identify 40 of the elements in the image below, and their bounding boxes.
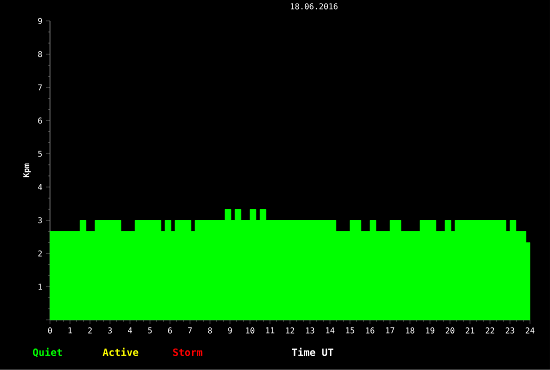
x-tick-label: 10 — [246, 327, 254, 334]
x-tick-label: 9 — [228, 327, 232, 334]
x-tick-label: 22 — [486, 327, 494, 334]
x-tick-label: 11 — [266, 327, 274, 334]
x-tick-label: 2 — [88, 327, 92, 334]
x-tick-label: 20 — [446, 327, 454, 334]
x-tick-label: 1 — [68, 327, 72, 334]
chart-title: 18.06.2016 — [290, 3, 338, 10]
text: Active — [102, 348, 138, 356]
x-tick-label: 21 — [466, 327, 474, 334]
y-tick-label: 6 — [38, 118, 42, 124]
x-tick-label: 19 — [426, 327, 434, 334]
x-tick-label: 8 — [208, 327, 212, 334]
x-tick-label: 23 — [506, 327, 514, 334]
x-tick-label: 6 — [168, 327, 172, 334]
x-tick-label: 3 — [108, 327, 112, 334]
y-tick-label: 9 — [38, 18, 42, 24]
text: Quiet — [32, 348, 62, 358]
y-tick-label: 1 — [38, 284, 42, 290]
x-axis-title: Time UT — [292, 348, 334, 356]
x-tick-label: 17 — [386, 327, 394, 334]
y-axis-title: Kpm — [23, 164, 31, 178]
x-tick-label: 15 — [346, 327, 354, 334]
y-tick-label: 7 — [38, 84, 42, 90]
x-tick-label: 14 — [326, 327, 334, 334]
y-tick-label: 5 — [38, 150, 42, 157]
x-tick-label: 5 — [148, 327, 152, 334]
y-tick-label: 2 — [38, 250, 42, 256]
x-tick-label: 0 — [48, 327, 52, 334]
x-tick-label: 13 — [306, 327, 314, 334]
x-tick-label: 16 — [366, 327, 374, 334]
x-tick-label: 18 — [406, 327, 414, 334]
text: Storm — [173, 348, 202, 356]
y-tick-label: 3 — [38, 217, 42, 224]
x-tick-label: 12 — [286, 327, 294, 334]
y-tick-label: 4 — [38, 184, 42, 190]
x-tick-label: 7 — [188, 327, 192, 334]
x-tick-label: 4 — [128, 327, 132, 334]
y-tick-label: 8 — [38, 51, 42, 58]
x-tick-label: 24 — [526, 327, 534, 334]
